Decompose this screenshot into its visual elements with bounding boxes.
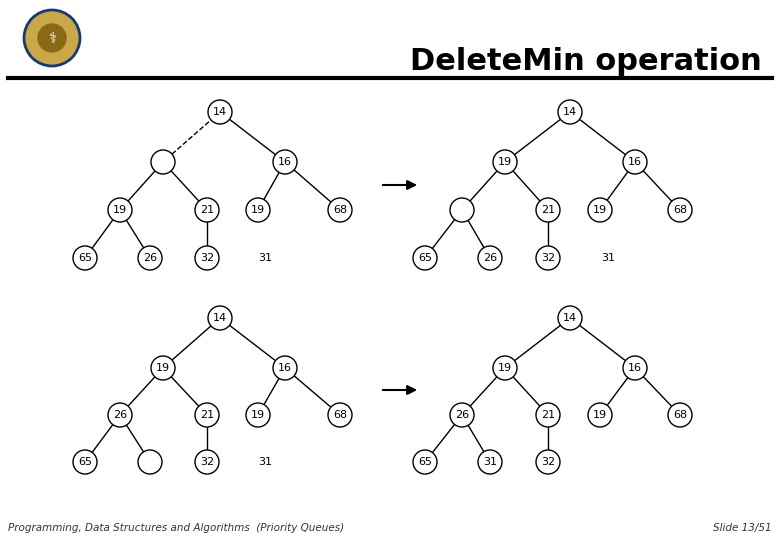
Text: 32: 32 — [541, 457, 555, 467]
Circle shape — [138, 246, 162, 270]
Text: 32: 32 — [200, 457, 214, 467]
Circle shape — [195, 403, 219, 427]
Text: 21: 21 — [541, 410, 555, 420]
Text: 14: 14 — [213, 313, 227, 323]
Text: 26: 26 — [483, 253, 497, 263]
Circle shape — [195, 450, 219, 474]
Text: 31: 31 — [258, 253, 272, 263]
Circle shape — [536, 198, 560, 222]
Circle shape — [450, 403, 474, 427]
Text: 16: 16 — [628, 157, 642, 167]
Text: 16: 16 — [628, 363, 642, 373]
Text: 31: 31 — [601, 253, 615, 263]
Circle shape — [24, 10, 80, 66]
Circle shape — [413, 450, 437, 474]
Circle shape — [328, 403, 352, 427]
Circle shape — [73, 450, 97, 474]
Circle shape — [478, 246, 502, 270]
Circle shape — [536, 403, 560, 427]
Circle shape — [450, 198, 474, 222]
Circle shape — [536, 246, 560, 270]
Text: 31: 31 — [258, 457, 272, 467]
Text: 14: 14 — [213, 107, 227, 117]
Circle shape — [623, 150, 647, 174]
Text: 65: 65 — [418, 253, 432, 263]
Text: 32: 32 — [200, 253, 214, 263]
Circle shape — [195, 198, 219, 222]
Circle shape — [493, 150, 517, 174]
Circle shape — [246, 198, 270, 222]
Circle shape — [478, 450, 502, 474]
Text: ⚕: ⚕ — [48, 30, 56, 45]
Circle shape — [151, 150, 175, 174]
Text: 65: 65 — [78, 457, 92, 467]
Text: 19: 19 — [156, 363, 170, 373]
Text: 68: 68 — [673, 410, 687, 420]
Circle shape — [588, 198, 612, 222]
Text: 26: 26 — [143, 253, 157, 263]
Text: 26: 26 — [455, 410, 469, 420]
Circle shape — [493, 356, 517, 380]
Circle shape — [108, 403, 132, 427]
Circle shape — [273, 150, 297, 174]
Text: 21: 21 — [200, 410, 214, 420]
Text: 19: 19 — [498, 363, 512, 373]
Text: 19: 19 — [593, 205, 607, 215]
Circle shape — [108, 198, 132, 222]
Text: 19: 19 — [113, 205, 127, 215]
Text: 19: 19 — [498, 157, 512, 167]
Text: 31: 31 — [483, 457, 497, 467]
Text: 68: 68 — [333, 205, 347, 215]
Circle shape — [37, 23, 67, 53]
Text: 19: 19 — [251, 205, 265, 215]
Text: 16: 16 — [278, 157, 292, 167]
Text: 32: 32 — [541, 253, 555, 263]
Text: 14: 14 — [563, 107, 577, 117]
Circle shape — [558, 100, 582, 124]
Text: 14: 14 — [563, 313, 577, 323]
Circle shape — [151, 356, 175, 380]
Circle shape — [588, 403, 612, 427]
Circle shape — [668, 403, 692, 427]
Circle shape — [138, 450, 162, 474]
Text: 68: 68 — [333, 410, 347, 420]
Text: Programming, Data Structures and Algorithms  (Priority Queues): Programming, Data Structures and Algorit… — [8, 523, 344, 533]
Circle shape — [328, 198, 352, 222]
Circle shape — [536, 450, 560, 474]
Text: 19: 19 — [593, 410, 607, 420]
Circle shape — [413, 246, 437, 270]
Circle shape — [208, 306, 232, 330]
Text: DeleteMin operation: DeleteMin operation — [410, 48, 762, 77]
Circle shape — [208, 100, 232, 124]
Text: 26: 26 — [113, 410, 127, 420]
Text: 65: 65 — [78, 253, 92, 263]
Circle shape — [623, 356, 647, 380]
Circle shape — [73, 246, 97, 270]
Text: Slide 13/51: Slide 13/51 — [714, 523, 772, 533]
Text: 19: 19 — [251, 410, 265, 420]
Text: 65: 65 — [418, 457, 432, 467]
Circle shape — [246, 403, 270, 427]
Text: 16: 16 — [278, 363, 292, 373]
Circle shape — [195, 246, 219, 270]
Text: 21: 21 — [200, 205, 214, 215]
Circle shape — [668, 198, 692, 222]
Circle shape — [273, 356, 297, 380]
Text: 21: 21 — [541, 205, 555, 215]
Text: 68: 68 — [673, 205, 687, 215]
Circle shape — [558, 306, 582, 330]
